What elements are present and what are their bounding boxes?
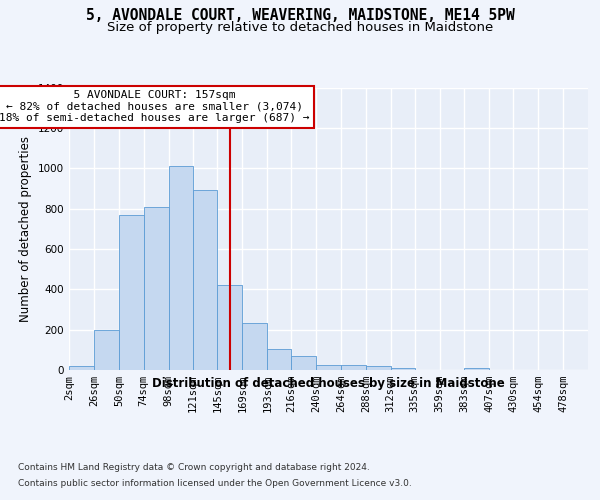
Bar (391, 368, 415, 370)
Bar (464, 368, 490, 370)
Text: 5, AVONDALE COURT, WEAVERING, MAIDSTONE, ME14 5PW: 5, AVONDALE COURT, WEAVERING, MAIDSTONE,… (86, 8, 514, 22)
Text: Distribution of detached houses by size in Maidstone: Distribution of detached houses by size … (152, 378, 505, 390)
Bar (341, 365, 366, 370)
Text: Size of property relative to detached houses in Maidstone: Size of property relative to detached ho… (107, 21, 493, 34)
Bar (119, 214, 144, 370)
Bar (193, 190, 217, 370)
Bar (267, 349, 291, 370)
Text: 5 AVONDALE COURT: 157sqm  
← 82% of detached houses are smaller (3,074)
18% of s: 5 AVONDALE COURT: 157sqm ← 82% of detach… (0, 90, 310, 124)
Text: Contains HM Land Registry data © Crown copyright and database right 2024.: Contains HM Land Registry data © Crown c… (18, 464, 370, 472)
Bar (94, 330, 119, 370)
Bar (242, 322, 267, 370)
Bar (366, 366, 391, 370)
Bar (69, 366, 94, 370)
Bar (291, 356, 316, 370)
Bar (217, 285, 242, 370)
Text: Contains public sector information licensed under the Open Government Licence v3: Contains public sector information licen… (18, 478, 412, 488)
Bar (169, 166, 193, 370)
Bar (316, 365, 341, 370)
Bar (144, 206, 169, 370)
Y-axis label: Number of detached properties: Number of detached properties (19, 136, 32, 322)
